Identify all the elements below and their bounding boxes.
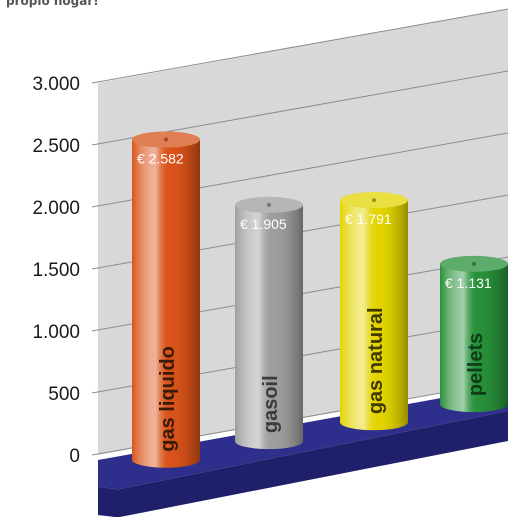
y-tick-label: 500 bbox=[48, 384, 80, 405]
chart-caption: propio hogar! bbox=[6, 0, 99, 8]
bar-4: € 1.131 pellets bbox=[440, 255, 508, 413]
bar-top bbox=[132, 131, 200, 148]
bar-top-highlight bbox=[132, 131, 200, 148]
bar-value-label: € 1.791 bbox=[345, 211, 392, 227]
bar-value-label: € 1.905 bbox=[240, 216, 287, 232]
bar-value-label: € 2.582 bbox=[137, 151, 184, 167]
bar-top bbox=[340, 192, 408, 209]
bar-shading bbox=[132, 139, 200, 468]
bar-shading bbox=[235, 204, 303, 450]
bar-3: € 1.791 gas natural bbox=[340, 192, 408, 431]
bar-top-dot bbox=[372, 198, 376, 203]
bar-2: € 1.905 gasoil bbox=[235, 196, 303, 450]
bar-top bbox=[235, 196, 303, 213]
chart-floor-edge bbox=[98, 411, 508, 517]
y-tick-label: 1.000 bbox=[32, 322, 80, 343]
bar-1: € 2.582 gas liquido bbox=[132, 131, 200, 468]
y-tick-label: 2.500 bbox=[32, 136, 80, 157]
bar-shading bbox=[440, 263, 508, 413]
bar-top-dot bbox=[267, 202, 271, 207]
bar-category-label: pellets bbox=[465, 333, 487, 396]
bar-value-label: € 1.131 bbox=[445, 275, 492, 291]
bar-shading bbox=[340, 200, 408, 431]
y-tick-label: 3.000 bbox=[32, 74, 80, 95]
y-tick-label: 1.500 bbox=[32, 260, 80, 281]
bar-top-highlight bbox=[340, 192, 408, 209]
bar-top-highlight bbox=[440, 255, 508, 272]
bar-category-label: gas natural bbox=[365, 307, 387, 414]
bar-category-label: gasoil bbox=[260, 375, 282, 433]
bar-top bbox=[440, 255, 508, 272]
bar-top-highlight bbox=[235, 196, 303, 213]
gridline bbox=[91, 8, 508, 84]
y-tick-label: 0 bbox=[69, 446, 80, 467]
bar-top-dot bbox=[472, 261, 476, 266]
bar-top-dot bbox=[164, 137, 168, 142]
y-tick-label: 2.000 bbox=[32, 198, 80, 219]
bar-category-label: gas liquido bbox=[157, 346, 179, 452]
